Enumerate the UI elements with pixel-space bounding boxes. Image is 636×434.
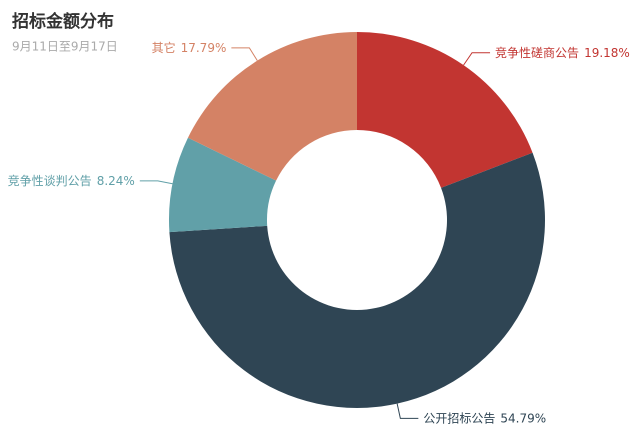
- label-line: [463, 52, 491, 66]
- slice-name: 其它: [152, 39, 176, 54]
- label-line: [396, 403, 419, 419]
- slice-value: 19.18%: [584, 45, 630, 59]
- label-line: [139, 180, 173, 185]
- pie-slice: [168, 137, 277, 233]
- chart-subtitle: 9月11日至9月17日: [12, 40, 118, 54]
- slice-value: 54.79%: [500, 411, 546, 425]
- pie-slice: [357, 32, 533, 188]
- slice-name: 公开招标公告: [423, 411, 495, 425]
- slice-label: 其它 17.79%: [152, 39, 227, 54]
- slice-label: 竞争性谈判公告 8.24%: [8, 173, 135, 187]
- slice-name: 竞争性磋商公告: [495, 44, 579, 59]
- chart-title: 招标金额分布: [12, 11, 114, 32]
- slice-value: 17.79%: [181, 40, 227, 54]
- slice-label: 公开招标公告 54.79%: [423, 411, 546, 425]
- slice-value: 8.24%: [97, 173, 135, 187]
- slice-label: 竞争性磋商公告 19.18%: [495, 44, 630, 59]
- pie-slice: [169, 152, 545, 408]
- label-line: [231, 47, 258, 61]
- pie-slice: [187, 32, 357, 181]
- slice-name: 竞争性谈判公告: [8, 173, 92, 187]
